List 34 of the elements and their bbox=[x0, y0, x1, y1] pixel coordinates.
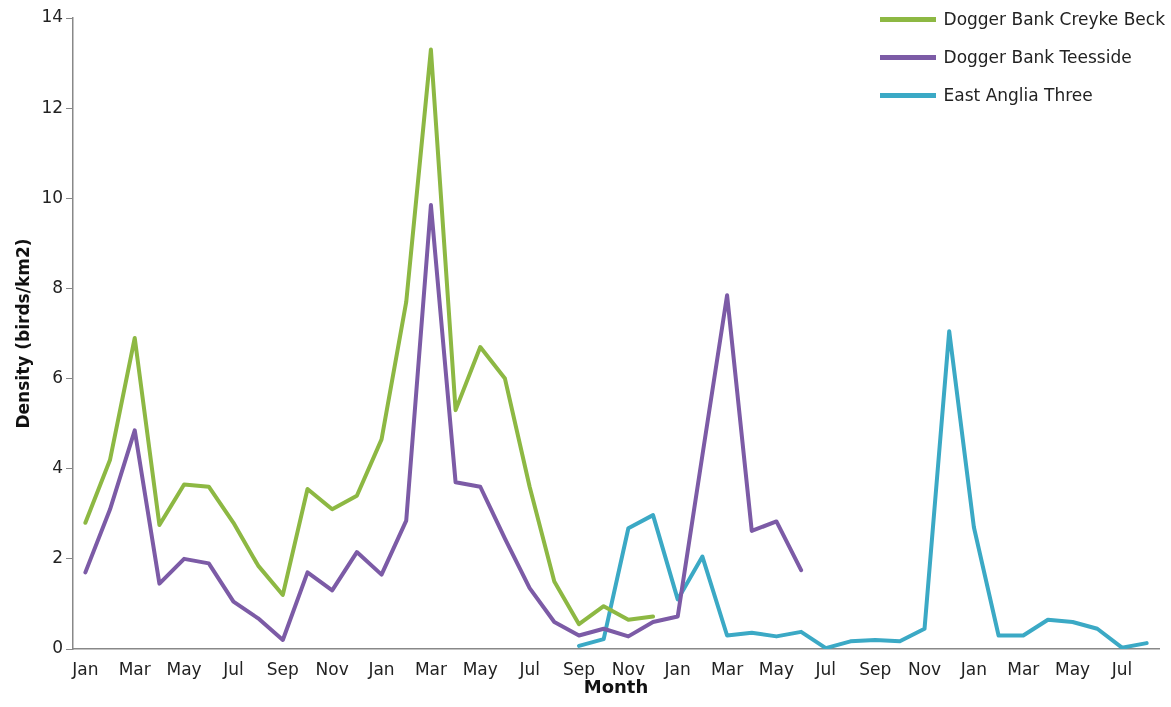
x-tick-label: Nov bbox=[315, 658, 349, 679]
x-tick-label: Jul bbox=[518, 658, 540, 679]
y-tick-label: 0 bbox=[52, 637, 64, 658]
x-tick-label: Sep bbox=[266, 658, 299, 679]
y-tick-label: 6 bbox=[52, 366, 64, 387]
x-tick-label: Jan bbox=[663, 658, 691, 679]
x-tick-label: Mar bbox=[414, 658, 447, 679]
x-tick-label: Jul bbox=[222, 658, 244, 679]
y-tick-label: 10 bbox=[41, 186, 64, 207]
x-tick-label: Sep bbox=[562, 658, 596, 679]
x-tick-label: Jan bbox=[71, 658, 99, 679]
x-tick-label: Nov bbox=[611, 658, 645, 679]
y-tick-label: 4 bbox=[52, 457, 64, 478]
legend-label: Dogger Bank Creyke Beck bbox=[943, 9, 1165, 29]
x-tick-label: Jul bbox=[1110, 658, 1133, 679]
x-tick-label: Sep bbox=[859, 658, 892, 679]
y-tick-label: 12 bbox=[41, 96, 64, 117]
y-axis-title: Density (birds/km2) bbox=[12, 238, 33, 429]
x-tick-label: Jul bbox=[814, 658, 837, 679]
x-tick-label: Nov bbox=[907, 658, 942, 679]
x-tick-label: Mar bbox=[711, 658, 744, 679]
x-tick-label: Mar bbox=[1007, 658, 1040, 679]
x-tick-label: May bbox=[758, 658, 795, 679]
y-tick-label: 2 bbox=[52, 547, 64, 568]
x-tick-label: May bbox=[166, 658, 202, 679]
legend-label: East Anglia Three bbox=[943, 85, 1093, 105]
x-tick-label: Jan bbox=[959, 658, 987, 679]
x-tick-label: Mar bbox=[118, 658, 151, 679]
x-tick-label: May bbox=[462, 658, 498, 679]
x-tick-label: May bbox=[1055, 658, 1091, 679]
y-tick-label: 14 bbox=[41, 6, 64, 27]
x-tick-label: Jan bbox=[367, 658, 395, 679]
legend-label: Dogger Bank Teesside bbox=[943, 47, 1132, 67]
y-tick-label: 8 bbox=[52, 276, 64, 297]
